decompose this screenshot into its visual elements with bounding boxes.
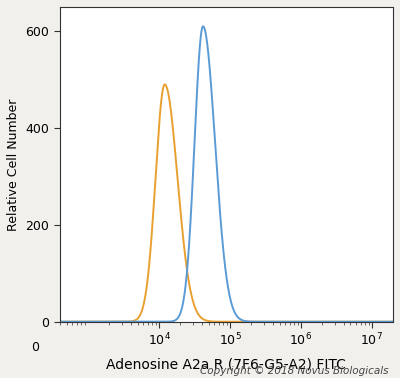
Y-axis label: Relative Cell Number: Relative Cell Number <box>7 98 20 231</box>
Text: 0: 0 <box>31 341 39 354</box>
X-axis label: Adenosine A2a R (7F6-G5-A2) FITC: Adenosine A2a R (7F6-G5-A2) FITC <box>106 357 346 371</box>
Text: Copyright © 2018 Novus Biologicals: Copyright © 2018 Novus Biologicals <box>200 366 388 376</box>
